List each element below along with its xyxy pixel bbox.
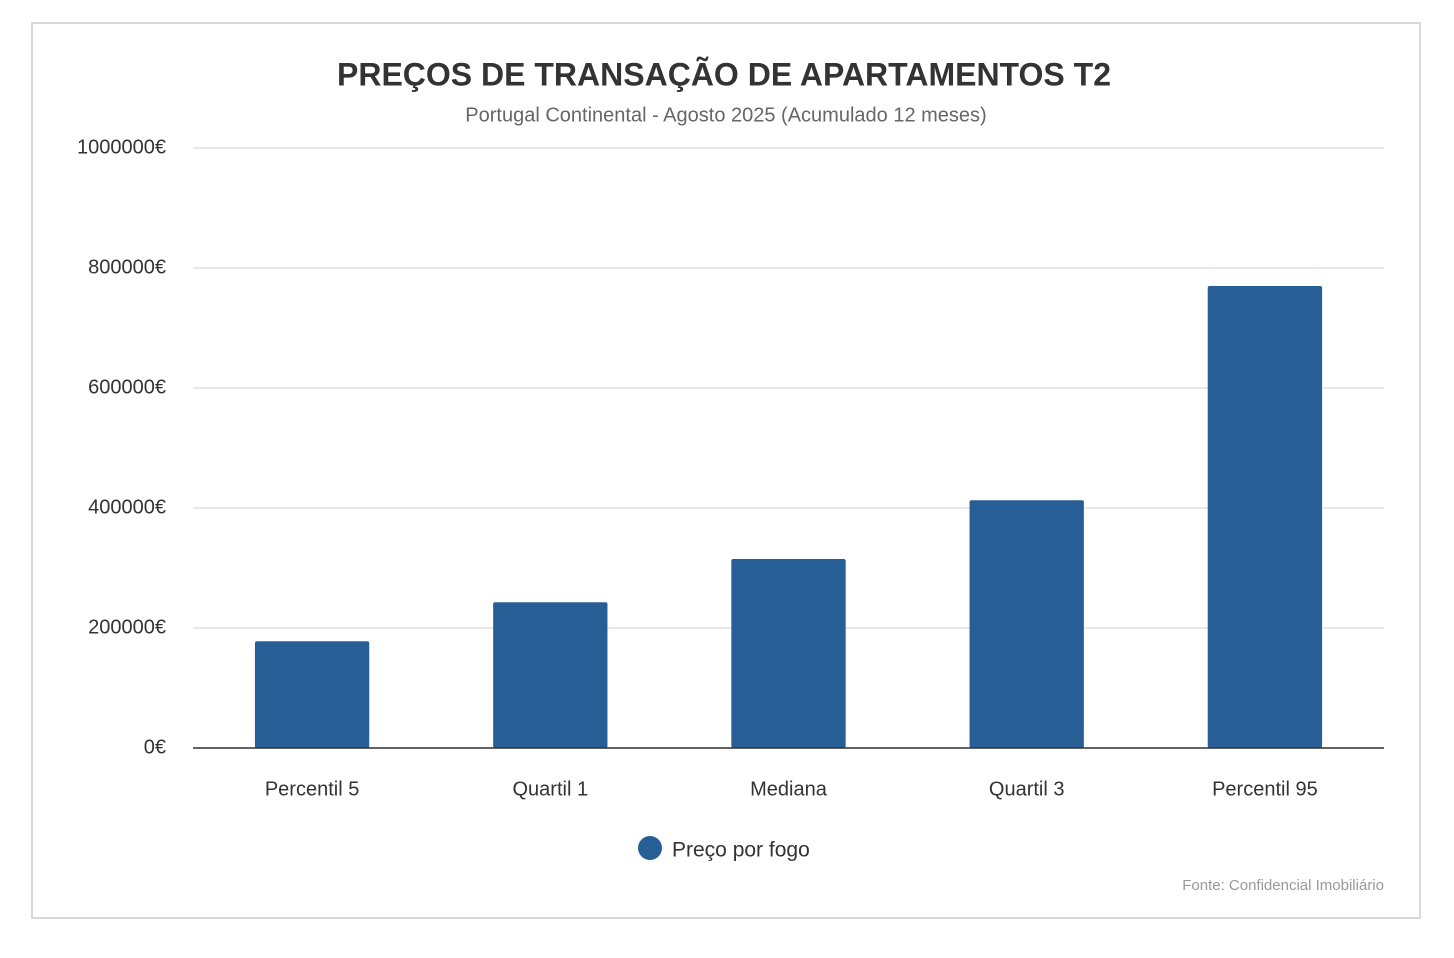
y-tick-label: 600000€ [88,376,166,398]
y-tick-label: 200000€ [88,616,166,638]
legend-label: Preço por fogo [672,839,810,862]
bar [493,602,608,748]
y-tick-label: 0€ [144,736,166,758]
x-tick-label: Percentil 95 [1212,778,1318,800]
chart-frame [31,22,1421,919]
x-tick-label: Quartil 1 [513,778,589,800]
bar [731,559,846,748]
y-tick-label: 400000€ [88,496,166,518]
chart-subtitle: Portugal Continental - Agosto 2025 (Acum… [465,104,986,126]
bar [1207,286,1323,748]
y-tick-label: 800000€ [88,256,166,278]
x-tick-label: Percentil 5 [265,778,360,800]
x-tick-label: Mediana [750,778,828,800]
x-tick-label: Quartil 3 [989,778,1065,800]
bar [254,641,370,748]
chart-title: PREÇOS DE TRANSAÇÃO DE APARTAMENTOS T2 [337,56,1111,92]
legend-marker [638,836,662,860]
bar [969,500,1084,748]
y-tick-label: 1000000€ [77,136,166,158]
source-note: Fonte: Confidencial Imobiliário [1182,877,1384,894]
